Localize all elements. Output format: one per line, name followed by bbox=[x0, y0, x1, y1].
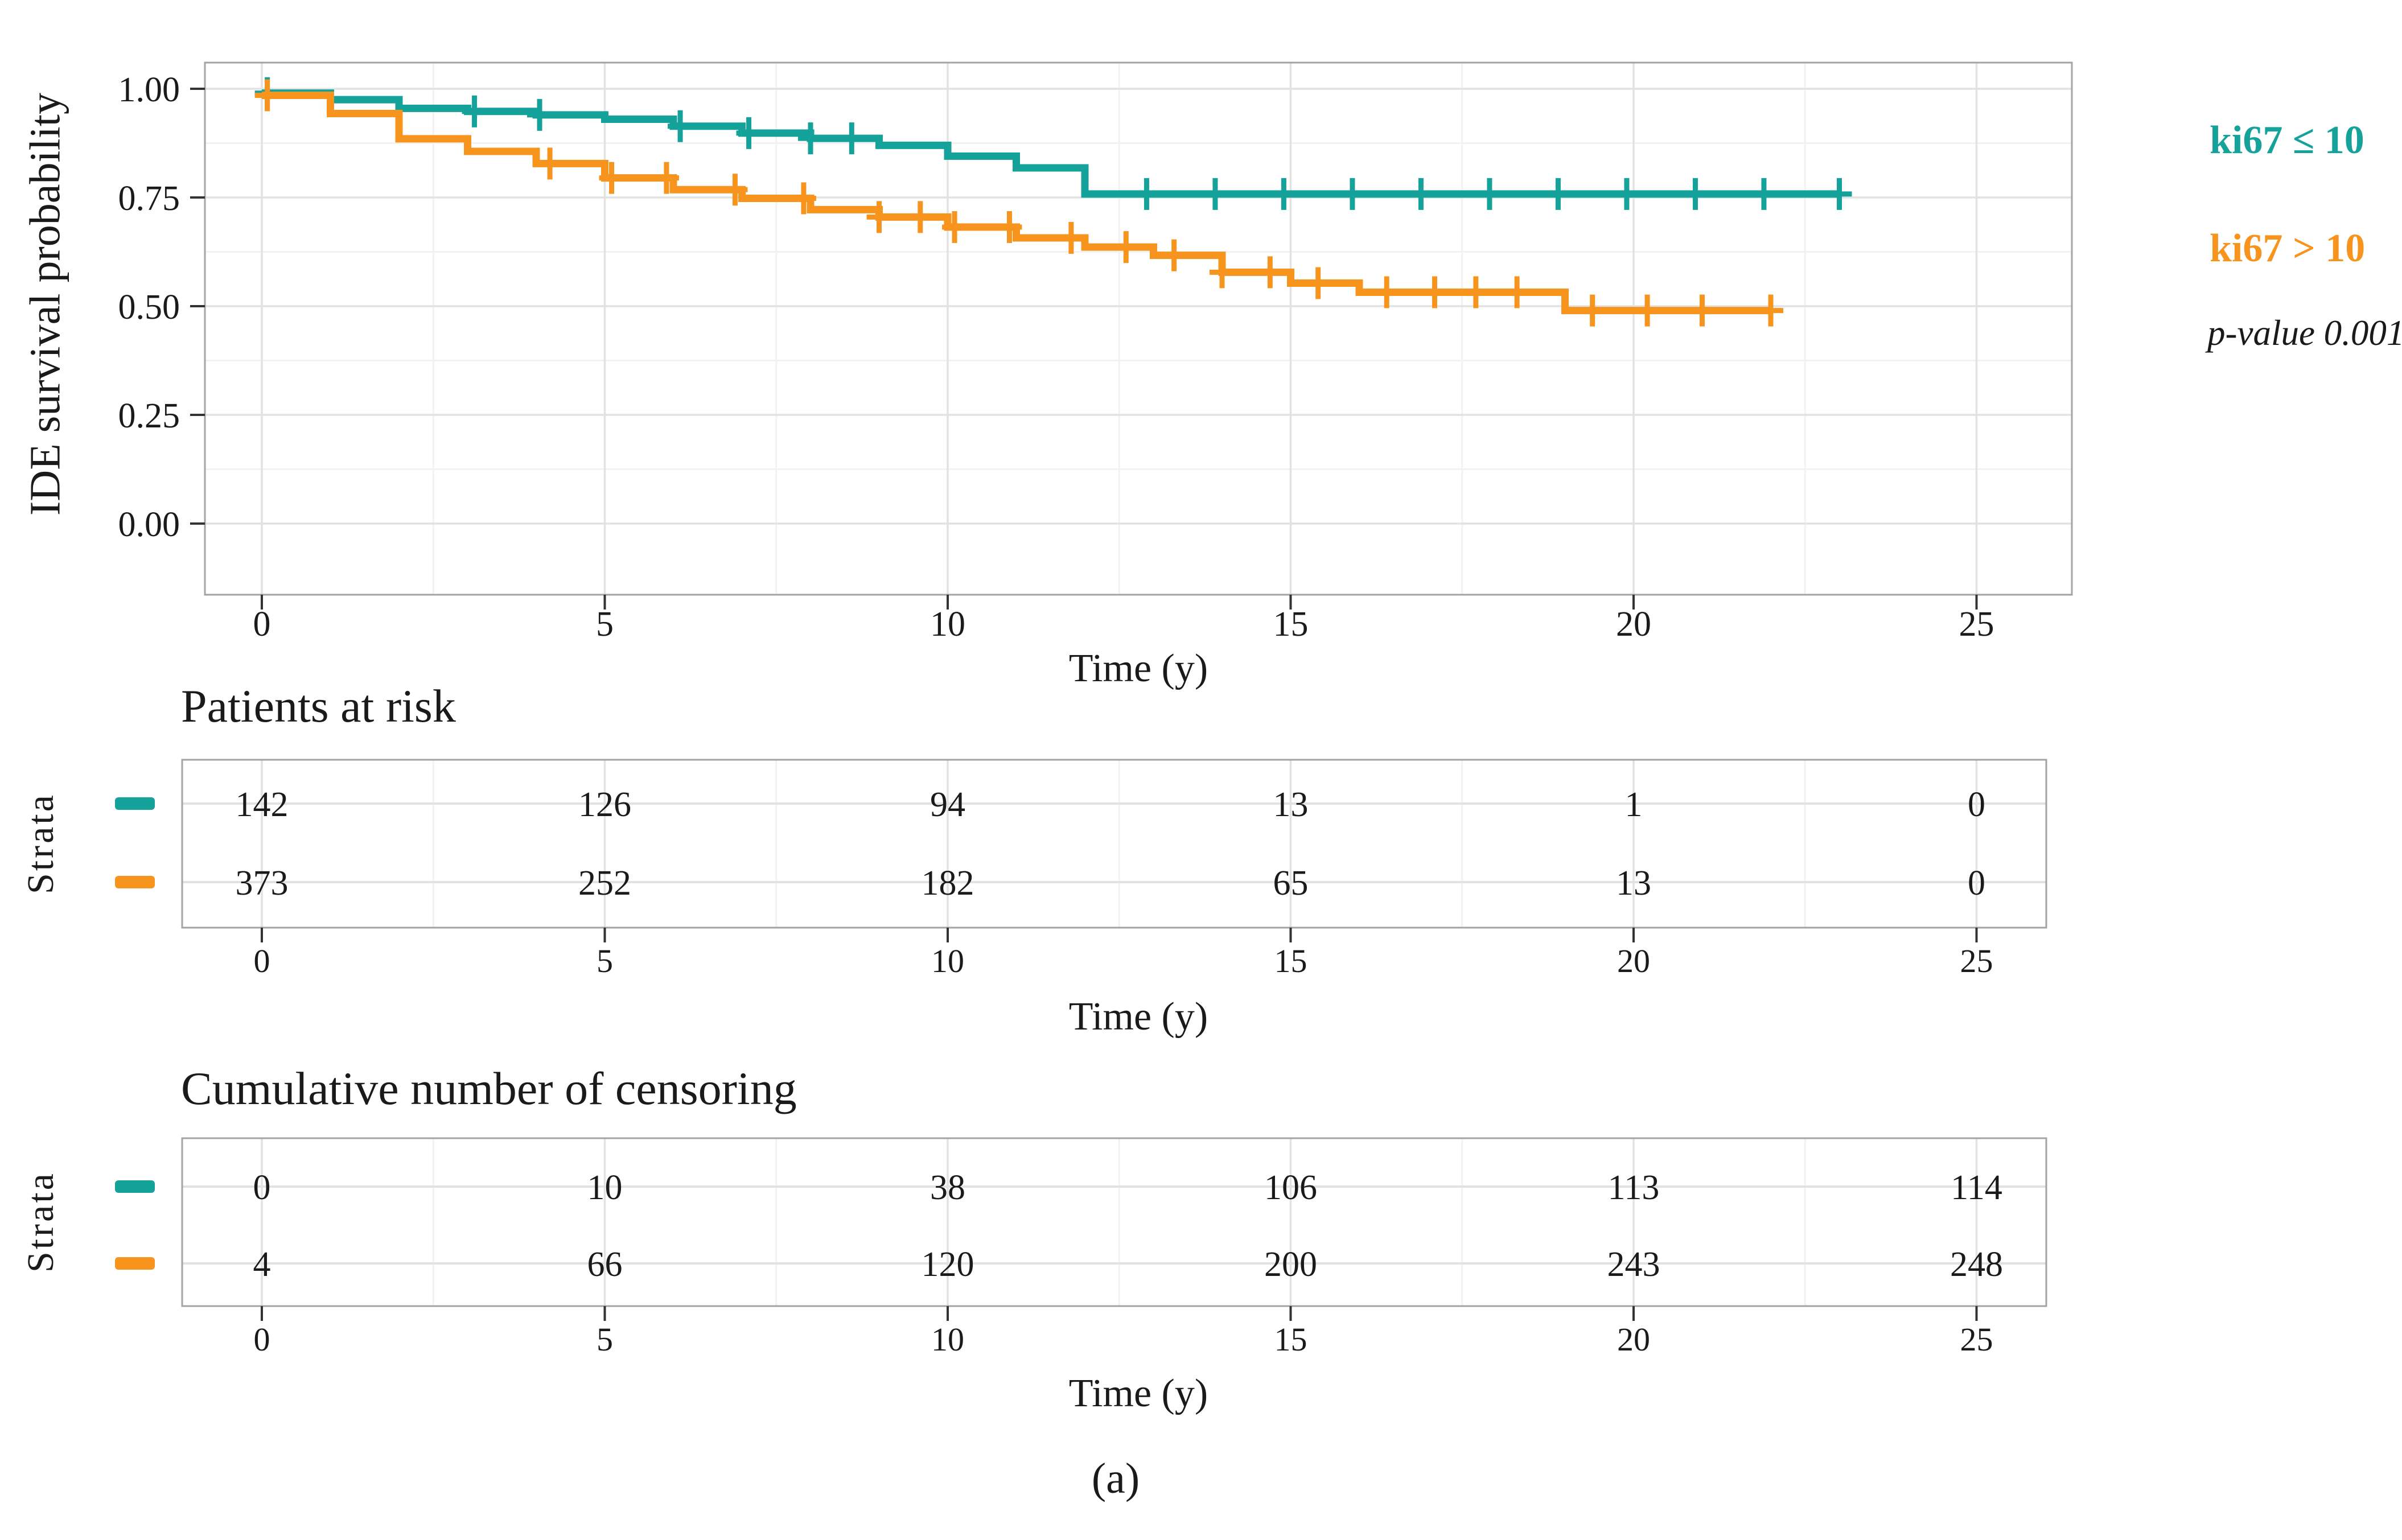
svg-text:10: 10 bbox=[931, 942, 964, 979]
legend-item-ki67-gt-10: ki67 > 10 bbox=[2210, 227, 2366, 270]
svg-text:25: 25 bbox=[1960, 1321, 1993, 1358]
svg-text:4: 4 bbox=[253, 1245, 271, 1284]
svg-text:114: 114 bbox=[1951, 1168, 2002, 1207]
figure-caption: (a) bbox=[1091, 1455, 1140, 1502]
svg-text:142: 142 bbox=[236, 785, 289, 824]
legend-item-ki67-le-10: ki67 ≤ 10 bbox=[2210, 118, 2364, 162]
svg-text:0: 0 bbox=[254, 942, 270, 979]
censor-strata-axis-title: Strata bbox=[20, 1171, 61, 1273]
svg-text:200: 200 bbox=[1264, 1245, 1317, 1284]
x-axis-title-risk: Time (y) bbox=[1068, 995, 1208, 1039]
svg-text:15: 15 bbox=[1273, 605, 1309, 644]
svg-text:25: 25 bbox=[1960, 942, 1993, 979]
risk-table-title: Patients at risk bbox=[181, 680, 456, 732]
svg-text:113: 113 bbox=[1608, 1168, 1660, 1207]
legend: ki67 ≤ 10 ki67 > 10 p-value 0.001 bbox=[2204, 0, 2402, 512]
svg-text:1: 1 bbox=[1625, 785, 1643, 824]
risk-strata-key-teal bbox=[115, 797, 155, 810]
svg-text:20: 20 bbox=[1616, 605, 1651, 644]
svg-text:10: 10 bbox=[587, 1168, 623, 1207]
x-axis-title-main: Time (y) bbox=[1068, 647, 1208, 690]
svg-text:0.00: 0.00 bbox=[118, 505, 180, 544]
svg-text:25: 25 bbox=[1959, 605, 1994, 644]
svg-text:106: 106 bbox=[1264, 1168, 1317, 1207]
svg-text:15: 15 bbox=[1274, 1321, 1307, 1358]
svg-text:0: 0 bbox=[253, 605, 271, 644]
svg-text:10: 10 bbox=[931, 1321, 964, 1358]
svg-text:65: 65 bbox=[1273, 864, 1309, 903]
svg-text:0: 0 bbox=[1968, 785, 1985, 824]
svg-text:0: 0 bbox=[254, 1321, 270, 1358]
svg-text:13: 13 bbox=[1273, 785, 1309, 824]
svg-text:120: 120 bbox=[922, 1245, 974, 1284]
p-value-annotation: p-value 0.001 bbox=[2207, 313, 2402, 353]
svg-text:243: 243 bbox=[1607, 1245, 1660, 1284]
y-axis-title: IDE survival probability bbox=[21, 93, 69, 516]
svg-text:15: 15 bbox=[1274, 942, 1307, 979]
svg-text:126: 126 bbox=[578, 785, 631, 824]
svg-text:5: 5 bbox=[596, 605, 614, 644]
svg-text:5: 5 bbox=[597, 1321, 613, 1358]
svg-text:1.00: 1.00 bbox=[118, 71, 180, 109]
svg-text:0.75: 0.75 bbox=[118, 179, 180, 218]
risk-strata-key-orange bbox=[115, 876, 155, 888]
svg-text:13: 13 bbox=[1616, 864, 1651, 903]
svg-text:66: 66 bbox=[587, 1245, 623, 1284]
svg-text:0.25: 0.25 bbox=[118, 397, 180, 435]
censor-table-title: Cumulative number of censoring bbox=[181, 1063, 797, 1114]
svg-text:20: 20 bbox=[1617, 942, 1650, 979]
risk-strata-axis-title: Strata bbox=[20, 793, 61, 895]
censor-strata-key-teal bbox=[115, 1180, 155, 1193]
svg-text:0.50: 0.50 bbox=[118, 288, 180, 327]
svg-text:0: 0 bbox=[1968, 864, 1985, 903]
censor-strata-key-orange bbox=[115, 1257, 155, 1270]
svg-text:10: 10 bbox=[930, 605, 965, 644]
svg-text:94: 94 bbox=[930, 785, 965, 824]
x-axis-title-censor: Time (y) bbox=[1068, 1372, 1208, 1415]
svg-text:20: 20 bbox=[1617, 1321, 1650, 1358]
svg-text:252: 252 bbox=[578, 864, 631, 903]
svg-text:182: 182 bbox=[922, 864, 974, 903]
svg-text:373: 373 bbox=[236, 864, 289, 903]
svg-text:5: 5 bbox=[597, 942, 613, 979]
svg-text:0: 0 bbox=[253, 1168, 271, 1207]
svg-text:38: 38 bbox=[930, 1168, 965, 1207]
svg-text:248: 248 bbox=[1950, 1245, 2003, 1284]
